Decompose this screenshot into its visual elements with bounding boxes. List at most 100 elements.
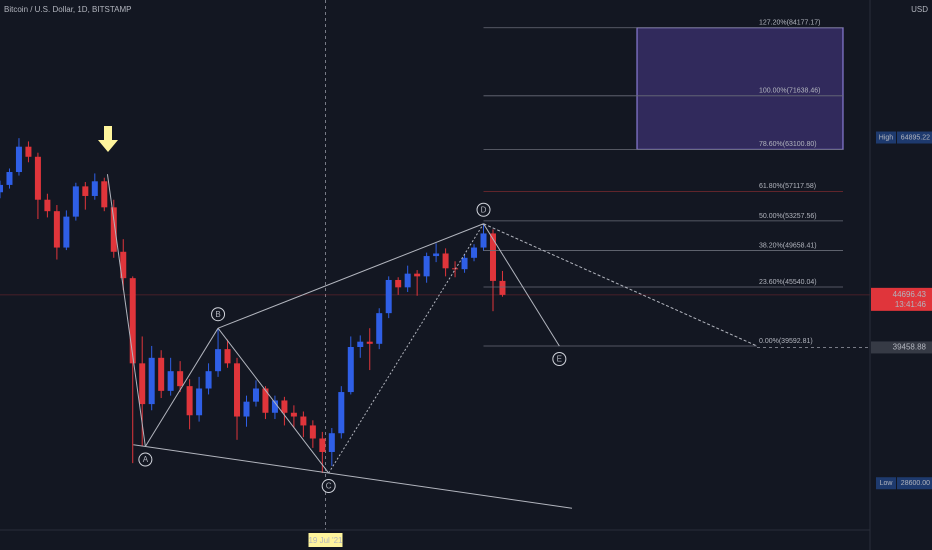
channel-line [133,444,573,509]
candle-body [366,341,373,344]
pattern-point [476,202,491,217]
candle-body [34,156,41,200]
drawings: 127.20%(84177.17) 100.00%(71638.46) 78.60%… [106,20,843,509]
candle-body [414,273,421,277]
low_tag-value: 28600.00 [901,480,930,487]
fib-label: 78.60%(63100.80) [759,141,817,148]
candle-body [338,392,345,434]
candle-body [385,279,392,314]
candle-body [461,257,468,270]
pattern-leg [144,327,219,447]
candle-body [148,357,155,405]
candle-body [480,233,487,248]
candle-body [129,278,136,364]
candle-body [376,313,383,344]
last-price-label: 44696.43 [893,290,927,299]
low_tag-value-tag [897,477,932,490]
candle-body [471,247,478,258]
pattern-label: C [326,482,332,491]
countdown-label: 13:41:46 [895,300,927,309]
candle-body [6,172,13,185]
pattern-point [211,307,226,322]
pattern-leg [483,223,560,347]
candle-body [433,253,440,257]
pattern-leg [217,327,330,474]
candle-body [243,401,250,417]
candle-body [309,425,316,439]
fib-label: 61.80%(57117.58) [759,183,816,190]
candle-body [177,371,184,387]
candle-body [158,357,165,391]
candle-body [101,181,108,208]
pattern-point [321,479,336,494]
candle-body [44,199,51,212]
pattern-point [552,352,567,367]
candle-body [120,251,127,279]
fib-label: 100.00%(71638.46) [759,88,821,95]
low_tag-name-tag [876,477,896,490]
candle-body [72,186,79,217]
last-price-tag [871,287,932,311]
candle-body [423,256,430,277]
candle-body [290,412,297,417]
candle-body [15,146,22,173]
pattern-label: D [481,205,487,214]
pattern-leg [106,174,146,447]
candle-body [404,273,411,288]
pattern-label: A [143,455,149,464]
candle-body [328,433,335,452]
crosshair-y-tag [871,341,932,354]
candle-body [110,207,117,252]
candle-body [63,216,70,248]
candle-body [224,349,231,364]
chart-title: Bitcoin / U.S. Dollar, 1D, BITSTAMP [4,5,131,14]
candle-body [252,388,259,402]
high_tag-value: 64895.22 [901,134,930,141]
candle-body [53,211,60,248]
fib-label: 38.20%(49658.41) [759,242,817,249]
overlay [0,0,870,530]
candle-body [319,438,326,452]
fib-label: 0.00%(39592.81) [759,338,813,345]
candle-body [215,349,222,372]
candle-body [262,388,269,413]
candle-body [186,386,193,416]
candle-body [489,233,496,281]
candle-body [196,388,203,416]
candle-body [205,371,212,389]
candle-body [0,184,3,193]
candle-body [281,400,288,413]
pattern-point [138,452,153,467]
fib-zone [636,27,844,150]
candle-body [395,279,402,288]
candle-body [300,416,307,426]
currency-label: USD [911,5,928,14]
candle-body [347,347,354,393]
candle-body [357,341,364,348]
candle-body [82,186,89,196]
pattern-label: B [215,310,220,319]
fib-label: 23.60%(45540.04) [759,279,817,286]
candle-body [167,371,174,391]
crosshair-x-label: 19 Jul '21 [308,536,343,545]
fib-label: 127.20%(84177.17) [759,20,821,27]
arrow-icon [98,126,118,152]
candle-body [139,363,146,405]
high_tag-value-tag [897,131,932,144]
candle-body [499,280,506,295]
pattern-label: E [557,355,562,364]
candle-body [25,146,32,157]
candle-body [234,363,241,417]
candles [0,138,506,474]
low_tag-name: Low [880,480,894,487]
channel-line [217,223,484,329]
fib-label: 50.00%(53257.56) [759,213,817,220]
high_tag-name-tag [876,131,896,144]
crosshair-x-tag [308,533,343,547]
high_tag-name: High [879,134,894,141]
candle-body [91,181,98,196]
crosshair-y-label: 39458.88 [893,343,927,352]
